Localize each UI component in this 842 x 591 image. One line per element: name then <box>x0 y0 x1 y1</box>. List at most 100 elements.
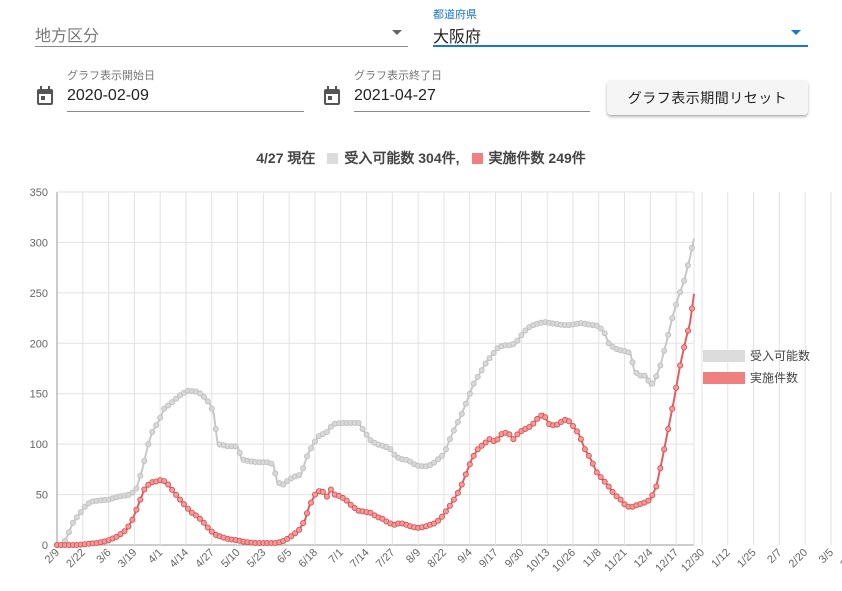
data-point-performed <box>506 431 513 438</box>
data-point-performed <box>657 465 664 472</box>
data-point-capacity <box>363 431 370 438</box>
reset-period-button[interactable]: グラフ表示期間リセット <box>607 80 808 115</box>
data-point-capacity <box>661 347 668 354</box>
data-point-performed <box>288 533 295 540</box>
data-point-capacity <box>450 427 457 434</box>
data-point-capacity <box>157 414 164 421</box>
end-date-input[interactable]: 2021-04-27 <box>354 87 436 104</box>
data-point-capacity <box>161 405 168 412</box>
y-tick-label: 100 <box>30 439 48 451</box>
end-date-label: グラフ表示終了日 <box>354 70 442 82</box>
data-point-performed <box>474 446 481 453</box>
data-point-capacity <box>149 428 156 435</box>
data-point-performed <box>180 501 187 508</box>
data-point-performed <box>458 481 465 488</box>
data-point-performed <box>192 512 199 519</box>
region-select-placeholder: 地方区分 <box>35 28 100 45</box>
data-point-performed <box>347 501 354 508</box>
x-tick-label: 3/18 <box>838 547 842 571</box>
prefecture-select[interactable]: 都道府県 大阪府 <box>433 6 808 48</box>
data-point-performed <box>133 506 140 513</box>
data-point-capacity <box>232 443 239 450</box>
data-point-performed <box>685 327 692 334</box>
data-point-capacity <box>355 419 362 426</box>
data-point-performed <box>478 442 485 449</box>
region-select[interactable]: 地方区分 <box>35 18 408 48</box>
x-tick-label: 2/22 <box>64 547 88 571</box>
data-point-performed <box>323 493 330 500</box>
data-point-performed <box>327 486 334 493</box>
data-point-capacity <box>137 472 144 479</box>
data-point-performed <box>173 491 180 498</box>
data-point-capacity <box>296 472 303 479</box>
data-point-performed <box>526 423 533 430</box>
data-point-performed <box>573 428 580 435</box>
chevron-down-icon[interactable] <box>392 30 402 35</box>
x-tick-label: 3/19 <box>116 547 140 571</box>
data-point-capacity <box>685 262 692 269</box>
x-tick-label: 10/13 <box>524 547 552 575</box>
prefecture-select-label: 都道府県 <box>433 9 477 21</box>
data-point-performed <box>125 523 132 530</box>
data-point-capacity <box>212 425 219 432</box>
data-point-performed <box>454 489 461 496</box>
data-point-capacity <box>77 509 84 516</box>
data-point-performed <box>669 405 676 412</box>
data-point-capacity <box>442 446 449 453</box>
data-point-capacity <box>597 325 604 332</box>
data-point-capacity <box>359 425 366 432</box>
calendar-icon[interactable] <box>36 86 54 106</box>
x-tick-label: 12/4 <box>632 547 656 571</box>
y-tick-label: 300 <box>30 237 48 249</box>
x-tick-label: 9/4 <box>456 547 475 566</box>
data-point-performed <box>470 452 477 459</box>
x-tick-label: 4/14 <box>167 547 191 571</box>
data-point-capacity <box>510 340 517 347</box>
data-point-performed <box>482 439 489 446</box>
data-point-capacity <box>145 441 152 448</box>
data-point-performed <box>677 362 684 369</box>
data-point-capacity <box>466 390 473 397</box>
data-point-capacity <box>176 392 183 399</box>
data-point-capacity <box>677 289 684 296</box>
data-point-performed <box>184 505 191 512</box>
x-tick-label: 2/20 <box>787 547 811 571</box>
data-point-capacity <box>204 398 211 405</box>
data-point-capacity <box>133 485 140 492</box>
calendar-icon[interactable] <box>323 86 341 106</box>
data-point-performed <box>303 510 310 517</box>
data-point-performed <box>137 496 144 503</box>
data-point-performed <box>319 488 326 495</box>
end-date-field[interactable]: グラフ表示終了日 2021-04-27 <box>354 67 590 113</box>
caption-date: 4/27 現在 <box>256 150 316 166</box>
data-point-performed <box>581 446 588 453</box>
data-point-capacity <box>303 453 310 460</box>
data-point-capacity <box>645 377 652 384</box>
start-date-input[interactable]: 2020-02-09 <box>67 87 149 104</box>
chevron-down-icon[interactable] <box>791 30 801 35</box>
data-point-capacity <box>323 428 330 435</box>
data-point-capacity <box>196 390 203 397</box>
data-point-performed <box>605 483 612 490</box>
data-point-capacity <box>65 529 72 536</box>
data-point-performed <box>609 488 616 495</box>
data-point-performed <box>566 418 573 425</box>
start-date-underline <box>67 111 304 112</box>
x-tick-label: 8/22 <box>425 547 449 571</box>
data-point-capacity <box>518 332 525 339</box>
data-point-capacity <box>669 315 676 322</box>
x-tick-label: 1/25 <box>735 547 759 571</box>
data-point-capacity <box>200 393 207 400</box>
data-point-performed <box>681 344 688 351</box>
data-point-performed <box>343 497 350 504</box>
x-tick-label: 9/17 <box>477 547 501 571</box>
start-date-label: グラフ表示開始日 <box>67 70 155 82</box>
start-date-field[interactable]: グラフ表示開始日 2020-02-09 <box>67 67 304 113</box>
data-point-capacity <box>438 452 445 459</box>
data-point-capacity <box>280 481 287 488</box>
x-tick-label: 8/9 <box>404 547 423 566</box>
capacity-swatch <box>327 152 339 164</box>
data-point-performed <box>534 415 541 422</box>
data-point-performed <box>446 502 453 509</box>
